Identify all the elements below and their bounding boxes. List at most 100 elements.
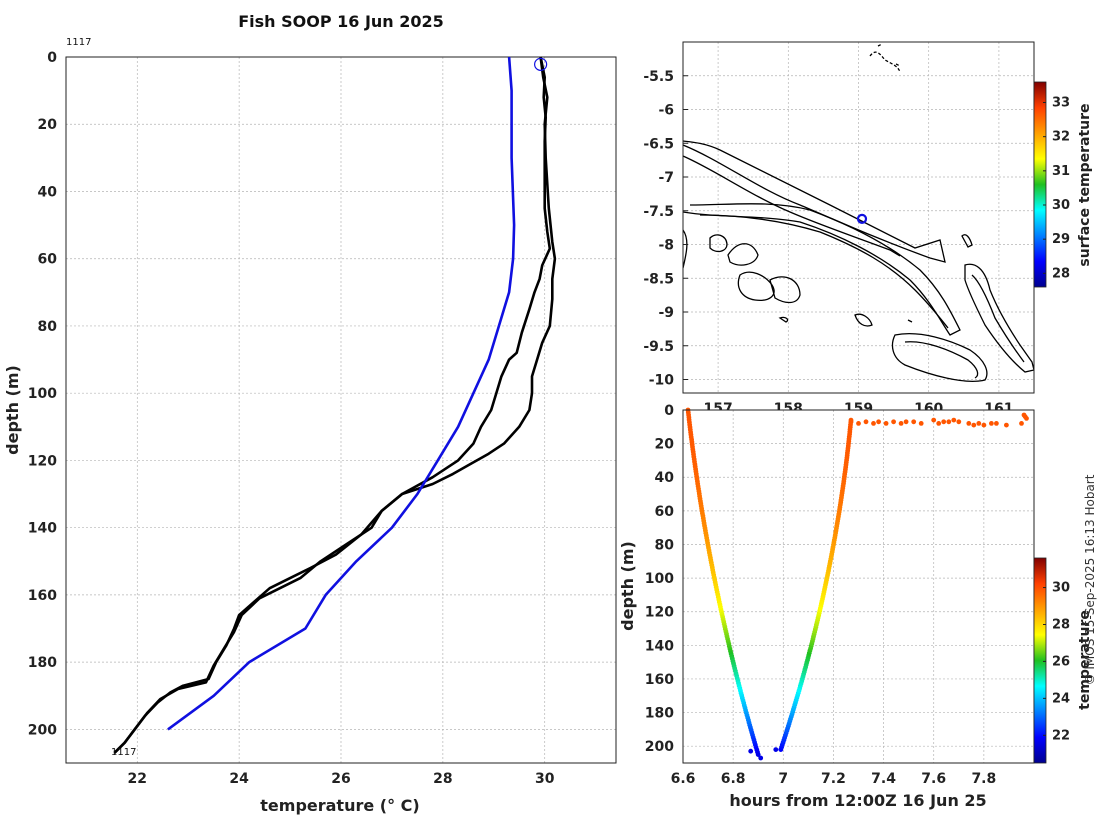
- coast-malaita-outer: [964, 263, 1034, 373]
- profile-y-tick-label: 100: [28, 386, 57, 402]
- chart-title: Fish SOOP 16 Jun 2025: [238, 12, 444, 31]
- surface-point: [976, 421, 982, 426]
- depth-time-y-tick-label: 60: [655, 504, 675, 520]
- depth-time-ticks: 6.6 6.8 7 7.2 7.4 7.6 7.8 0 20 40 60 80 100 120 140 160…: [645, 403, 996, 787]
- depth-time-y-tick-label: 0: [664, 403, 674, 419]
- profile-axes-box: [65, 56, 617, 764]
- profile-ticks: 22 24 26 28 30 0 20 40 60 80 100 120 140 160 180 200: [28, 50, 555, 787]
- depth-time-x-tick-label: 7.6: [921, 771, 946, 787]
- depth-time-grid: [682, 409, 1034, 763]
- depth-time-x-tick-label: 7.2: [821, 771, 846, 787]
- profile-y-tick-label: 40: [38, 184, 58, 200]
- surface-colorbar-label: surface temperature: [1077, 103, 1093, 266]
- surface-point: [883, 421, 889, 426]
- surface-point: [848, 419, 854, 425]
- temperature-colorbar: [1033, 557, 1047, 764]
- temperature-colorbar-tick-label: 26: [1052, 654, 1070, 669]
- profile-x-tick-label: 22: [128, 771, 147, 787]
- surface-point: [1004, 422, 1009, 428]
- coast-guadalcanal: [891, 333, 988, 382]
- coast-small-2: [778, 316, 789, 323]
- temperature-colorbar-tick-label: 28: [1052, 617, 1070, 632]
- profile-y-tick-label: 20: [38, 117, 58, 133]
- profile-y-tick-label: 200: [28, 722, 57, 738]
- depth-time-y-tick-label: 200: [645, 739, 674, 755]
- coast-florida: [854, 313, 873, 327]
- coast-ontong-java: [869, 43, 901, 73]
- temperature-colorbar-tick-label: 30: [1052, 581, 1070, 596]
- profile-y-tick-label: 60: [38, 252, 58, 268]
- profile-y-tick-label: 120: [28, 453, 57, 469]
- surface-colorbar-tick-label: 31: [1052, 164, 1070, 179]
- surface-point: [891, 419, 896, 425]
- temperature-colorbar-ticks: 22 24 26 28 30: [1043, 581, 1070, 743]
- surface-colorbar-tick-label: 32: [1052, 130, 1070, 145]
- profile-x-tick-label: 24: [229, 771, 249, 787]
- map-lat-tick-label: -9: [658, 305, 674, 321]
- surface-point: [994, 421, 999, 426]
- depth-time-y-tick-label: 180: [645, 706, 674, 722]
- map-lat-tick-label: -7: [658, 170, 674, 186]
- surface-point: [966, 421, 972, 426]
- surface-point: [863, 419, 869, 425]
- coast-west-islands: [683, 229, 688, 269]
- surface-point: [971, 422, 977, 428]
- depth-time-points: [685, 407, 1029, 761]
- map-lat-tick-label: -6.5: [643, 136, 674, 152]
- profile-y-tick-label: 140: [28, 521, 57, 537]
- drop-id-top: 1117: [66, 37, 91, 48]
- profile-y-tick-label: 80: [38, 319, 58, 335]
- temperature-colorbar-tick-label: 22: [1052, 728, 1070, 743]
- surface-point: [918, 421, 924, 426]
- coast-malaita-inner: [971, 274, 1025, 363]
- profile-x-tick-label: 30: [535, 771, 555, 787]
- surface-point: [941, 419, 947, 425]
- profile-y-tick-label: 0: [47, 50, 57, 66]
- depth-time-y-tick-label: 160: [645, 672, 674, 688]
- coast-new-georgia-outer: [683, 140, 946, 263]
- depth-time-y-tick-label: 40: [655, 470, 675, 486]
- profile-y-tick-label: 160: [28, 588, 57, 604]
- surface-colorbar-tick-label: 33: [1052, 96, 1070, 111]
- descent-point: [755, 752, 761, 757]
- surface-point: [936, 421, 942, 426]
- surface-point: [956, 419, 962, 425]
- profile-series: [113, 56, 557, 754]
- surface-colorbar-ticks: 28 29 30 31 32 33: [1043, 96, 1070, 281]
- map-lat-tick-label: -8: [658, 238, 674, 254]
- surface-point: [946, 419, 952, 425]
- coast-russell: [737, 271, 775, 301]
- surface-point: [903, 419, 909, 425]
- surface-colorbar-tick-label: 28: [1052, 266, 1070, 281]
- profile-line-black-1: [113, 56, 552, 754]
- surface-point: [951, 417, 957, 423]
- profile-y-tick-label: 180: [28, 655, 57, 671]
- bottom-point: [773, 747, 779, 752]
- coast-santa-isabel-outer: [683, 203, 961, 336]
- surface-point: [981, 422, 987, 428]
- bottom-point: [758, 755, 764, 761]
- surface-point: [871, 421, 876, 426]
- temperature-colorbar-tick-label: 24: [1052, 691, 1070, 706]
- profile-x-tick-label: 26: [331, 771, 350, 787]
- surface-point: [911, 419, 917, 425]
- coast-small-3: [907, 319, 913, 323]
- depth-time-x-tick-label: 6.8: [721, 771, 746, 787]
- depth-time-y-tick-label: 140: [645, 638, 674, 654]
- surface-marker: [534, 57, 548, 71]
- surface-point: [989, 421, 994, 426]
- surface-colorbar-tick-label: 29: [1052, 232, 1070, 247]
- coast-kolombangara: [709, 234, 728, 253]
- profile-line-blue: [167, 56, 516, 731]
- map-lat-tick-label: -6: [658, 103, 674, 119]
- surface-temperature-colorbar: [1033, 81, 1047, 288]
- profile-line-black-2: [113, 56, 557, 754]
- drop-id-bottom: 1117: [111, 747, 136, 758]
- surface-point: [1022, 414, 1028, 420]
- map-lat-tick-label: -9.5: [643, 339, 674, 355]
- depth-time-axes-bg: [683, 410, 1034, 763]
- depth-time-x-label: hours from 12:00Z 16 Jun 25: [729, 791, 986, 810]
- profile-x-label: temperature (° C): [260, 796, 419, 815]
